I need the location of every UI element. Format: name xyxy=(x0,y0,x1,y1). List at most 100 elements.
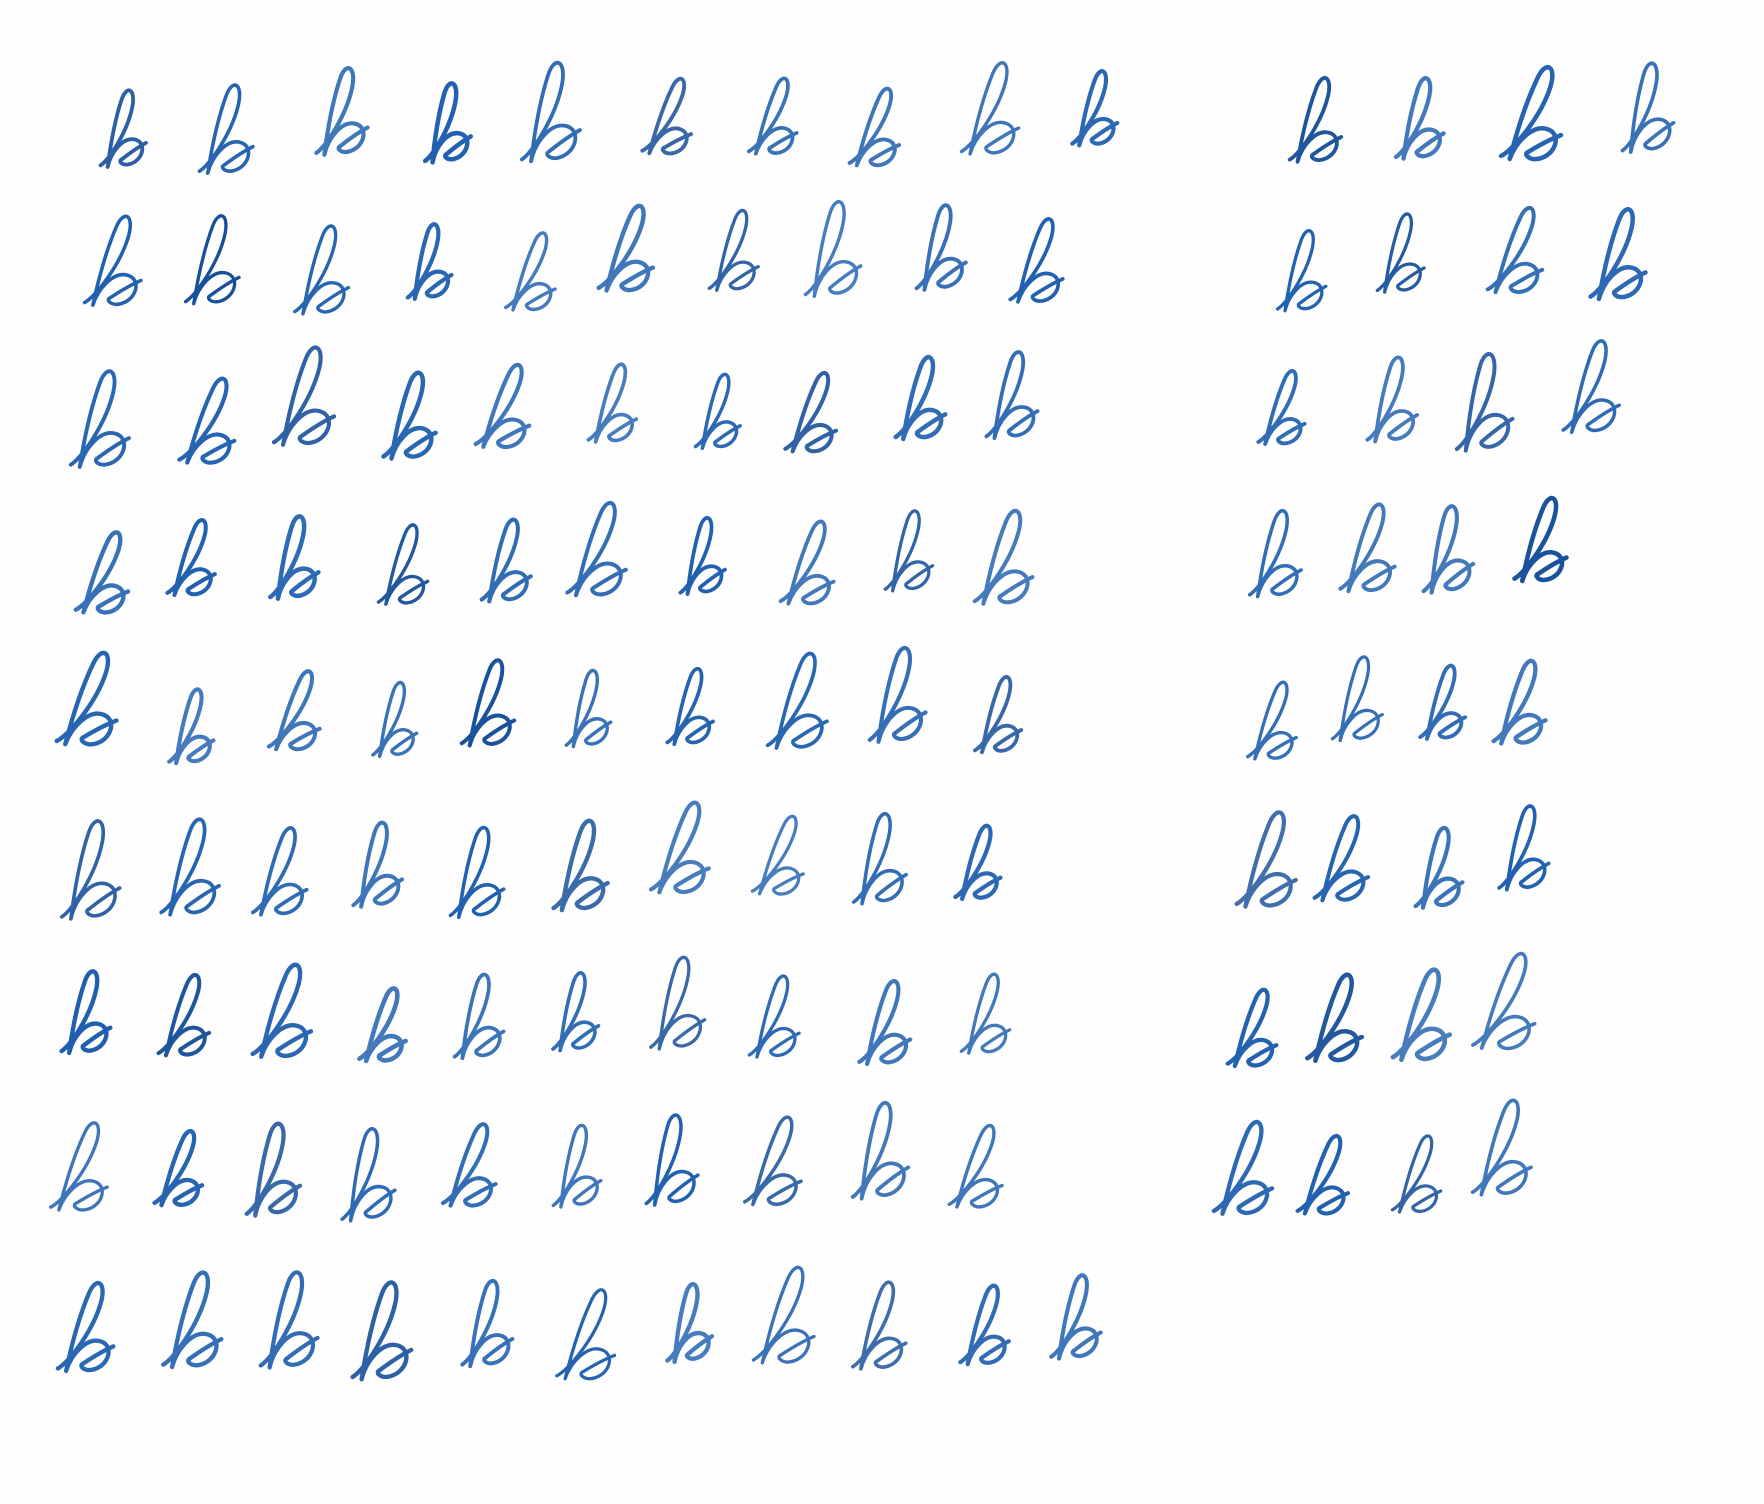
b-stroke xyxy=(459,658,517,748)
handwritten-b-glyph xyxy=(1211,1119,1275,1216)
b-stroke xyxy=(678,516,727,596)
handwritten-b-glyph xyxy=(244,1121,303,1218)
handwritten-b-glyph xyxy=(59,969,113,1056)
b-stroke xyxy=(742,1115,803,1207)
b-stroke xyxy=(958,1283,1011,1367)
handwritten-b-glyph xyxy=(1070,69,1120,148)
b-stroke xyxy=(857,979,913,1067)
handwritten-b-glyph xyxy=(596,203,656,293)
handwritten-b-glyph xyxy=(746,76,799,156)
b-stroke xyxy=(1305,972,1365,1063)
b-stroke xyxy=(850,1280,908,1371)
b-stroke xyxy=(266,669,322,752)
b-stroke xyxy=(959,61,1021,156)
b-stroke xyxy=(640,76,694,156)
b-stroke xyxy=(165,518,217,598)
b-stroke xyxy=(972,508,1035,606)
handwritten-b-glyph xyxy=(271,345,337,447)
handwritten-b-glyph xyxy=(452,972,506,1061)
handwritten-b-glyph xyxy=(48,1121,109,1212)
b-stroke xyxy=(778,519,836,606)
handwritten-b-glyph xyxy=(156,973,212,1058)
b-stroke xyxy=(551,818,610,913)
handwritten-b-glyph xyxy=(1485,205,1545,295)
b-stroke xyxy=(82,214,143,307)
handwritten-b-glyph xyxy=(742,1115,803,1207)
b-stroke xyxy=(1390,967,1453,1063)
b-stroke xyxy=(1295,1133,1351,1216)
handwritten-b-glyph xyxy=(440,1122,498,1208)
b-stroke xyxy=(1256,369,1307,446)
handwritten-b-glyph xyxy=(183,214,241,306)
b-stroke xyxy=(1330,655,1384,743)
b-stroke xyxy=(984,350,1040,441)
handwritten-b-glyph xyxy=(351,820,405,909)
handwritten-b-glyph xyxy=(555,1288,617,1381)
handwritten-b-glyph xyxy=(1413,825,1465,910)
handwritten-b-glyph xyxy=(167,687,216,766)
b-stroke xyxy=(1049,1273,1103,1361)
b-stroke xyxy=(851,812,908,906)
handwritten-b-glyph xyxy=(1275,229,1328,313)
handwritten-b-glyph xyxy=(73,530,131,615)
handwritten-b-glyph xyxy=(448,825,506,920)
b-stroke xyxy=(1070,69,1120,148)
handwritten-b-glyph xyxy=(893,355,948,442)
handwritten-b-glyph xyxy=(678,516,727,596)
handwritten-b-glyph xyxy=(479,517,533,604)
handwritten-b-glyph xyxy=(1588,207,1648,302)
b-stroke xyxy=(649,955,707,1051)
handwritten-b-glyph xyxy=(54,650,119,747)
handwritten-b-glyph xyxy=(98,88,148,169)
handwritten-b-glyph xyxy=(850,1101,911,1201)
handwritten-b-glyph xyxy=(984,350,1040,441)
b-stroke xyxy=(1421,504,1476,595)
handwritten-b-glyph xyxy=(551,1123,603,1209)
b-stroke xyxy=(883,509,935,593)
handwritten-b-glyph xyxy=(1471,951,1537,1051)
b-stroke xyxy=(68,369,131,469)
b-stroke xyxy=(460,1279,515,1369)
handwritten-b-glyph xyxy=(460,1279,515,1369)
b-stroke xyxy=(183,214,241,306)
b-stroke xyxy=(479,517,533,604)
b-stroke xyxy=(293,224,351,316)
handwritten-b-glyph xyxy=(1305,972,1365,1063)
b-stroke xyxy=(167,687,216,766)
b-stroke xyxy=(1491,658,1548,746)
b-stroke xyxy=(376,523,430,606)
handwritten-b-glyph xyxy=(747,974,801,1059)
b-stroke xyxy=(422,81,473,165)
handwritten-b-glyph xyxy=(1234,810,1298,909)
b-stroke xyxy=(59,819,122,921)
handwritten-b-glyph xyxy=(405,222,454,301)
handwritten-b-glyph xyxy=(165,518,217,598)
b-stroke xyxy=(693,372,742,451)
b-stroke xyxy=(746,76,799,156)
b-stroke xyxy=(1485,205,1545,295)
handwritten-b-glyph xyxy=(959,61,1021,156)
handwritten-b-glyph xyxy=(847,86,902,168)
handwritten-b-glyph xyxy=(152,1128,205,1208)
handwritten-b-glyph xyxy=(1470,1098,1533,1197)
b-stroke xyxy=(893,355,948,442)
b-stroke xyxy=(750,814,805,896)
handwritten-b-glyph xyxy=(177,376,237,465)
handwritten-b-glyph xyxy=(765,651,829,750)
handwritten-b-glyph xyxy=(1008,217,1065,304)
handwritten-b-glyph xyxy=(947,1123,1004,1209)
handwritten-b-glyph xyxy=(565,500,628,598)
b-stroke xyxy=(250,826,309,917)
b-stroke xyxy=(551,1123,603,1209)
b-stroke xyxy=(73,530,131,615)
b-stroke xyxy=(98,88,148,169)
b-stroke xyxy=(551,971,601,1053)
handwritten-b-glyph xyxy=(851,812,908,906)
b-stroke xyxy=(340,1127,397,1223)
b-stroke xyxy=(1393,76,1446,161)
handwritten-b-glyph xyxy=(1330,655,1384,743)
b-stroke xyxy=(350,1280,414,1382)
handwritten-b-glyph xyxy=(857,979,913,1067)
